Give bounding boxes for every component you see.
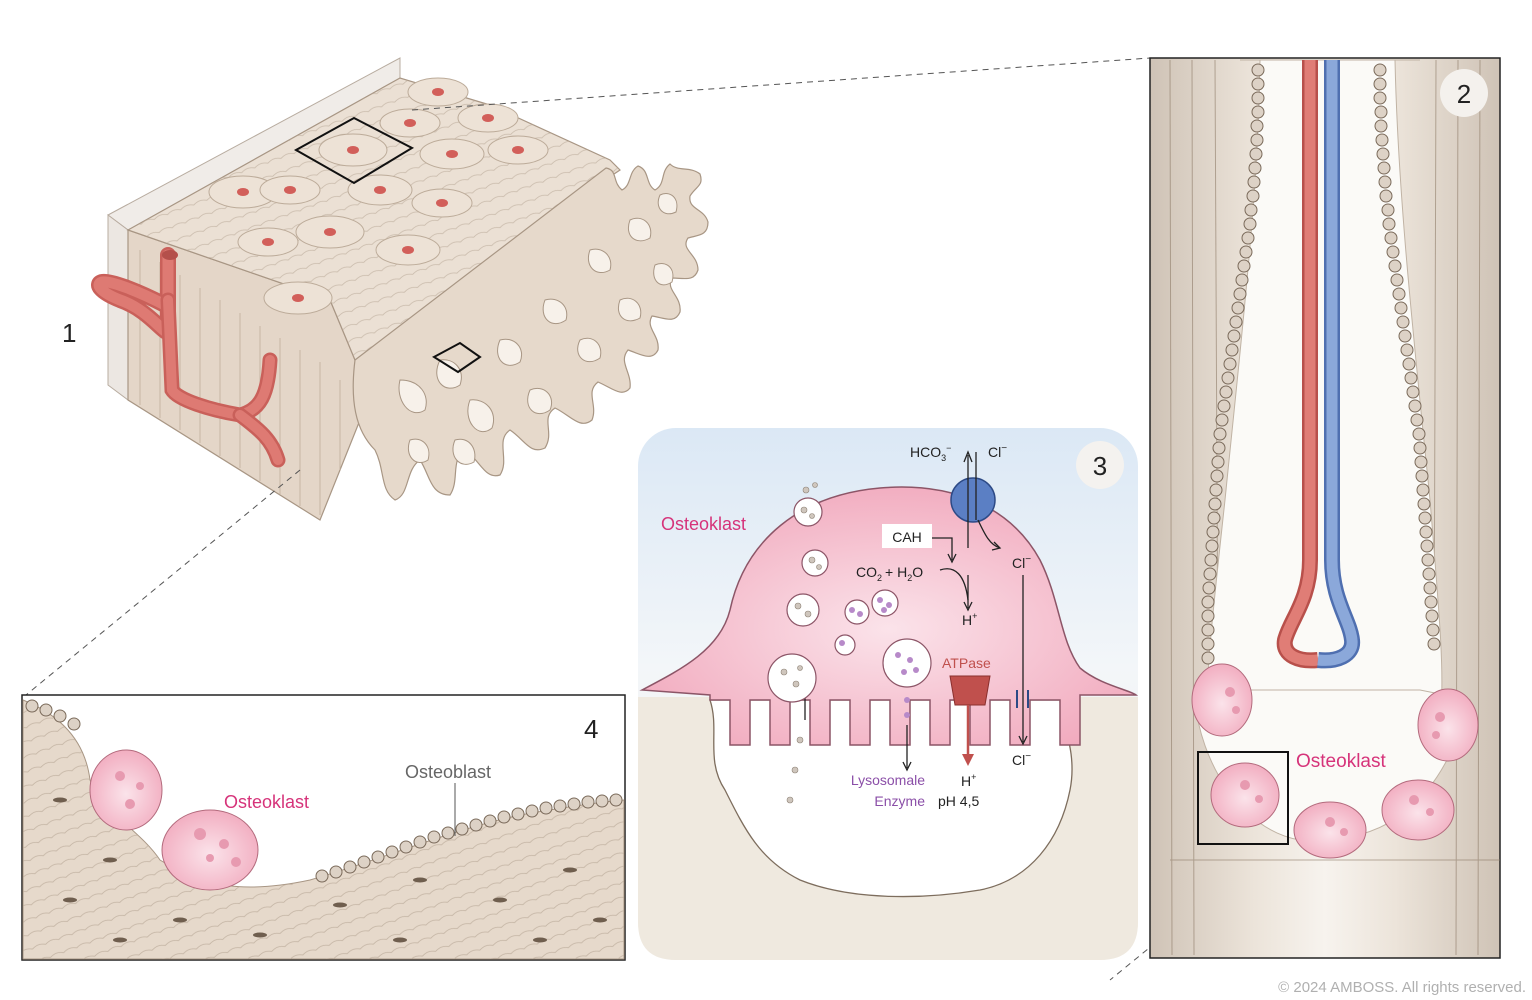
- panel-number-2-badge: [1440, 69, 1488, 117]
- osteoblasts-panel-4: [25, 699, 623, 883]
- copyright-notice: © 2024 AMBOSS. All rights reserved.: [1278, 979, 1526, 996]
- proton-mid-label: H+: [962, 611, 977, 628]
- chloride-right-label: Cl−: [1012, 554, 1031, 571]
- panel-2-osteoclasts: [1191, 663, 1479, 859]
- zoom-box-osteoclast: [1197, 751, 1289, 845]
- resorption-lacuna: [709, 699, 1073, 898]
- panel-number-4: 4: [584, 714, 598, 744]
- osteocytes: [53, 797, 607, 943]
- panel-4-osteoclast-label: Osteoklast: [224, 792, 309, 812]
- chloride-channel: [1016, 690, 1029, 708]
- blood-vessel: [91, 247, 286, 468]
- chloride-bottom-label: Cl−: [1012, 751, 1031, 768]
- osteons: [208, 77, 549, 315]
- panel-1-bone-block: 1: [62, 57, 709, 521]
- proton-bottom-label: H+: [961, 772, 976, 789]
- panel-2-bone-lines: [1169, 59, 1500, 956]
- lysosomal-label-line1: Lysosomale: [851, 772, 925, 788]
- osteoblast-lining-right: [1373, 63, 1441, 651]
- panel-number-1: 1: [62, 318, 76, 348]
- bone-fragments: [780, 482, 822, 804]
- atpase-pump: [949, 675, 991, 706]
- spongy-bone: [352, 163, 709, 501]
- panel-3-osteoclast-label: Osteoklast: [661, 514, 746, 534]
- osteoblast-lining-left: [1201, 63, 1265, 665]
- panel-number-3: 3: [1093, 451, 1107, 481]
- panel-4-osteoclasts: [89, 749, 259, 891]
- panel-3-osteoclast-mechanism: Osteoklast HCO3− Cl− CAH CO2 + H2O H+ ATP…: [638, 428, 1139, 960]
- osteoclast-cell: [639, 486, 1139, 746]
- panel-2-cutting-cone: 2 Osteoklast: [1149, 57, 1501, 959]
- chloride-top-label: Cl−: [988, 443, 1007, 460]
- enzyme-granules: [839, 597, 919, 718]
- panel-4-remodeling-surface: Osteoblast Osteoklast 4: [21, 694, 626, 961]
- atpase-label: ATPase: [942, 655, 991, 671]
- transcytosis-vesicles: [767, 497, 932, 703]
- zoom-box-spongy: [432, 341, 482, 374]
- co2-h2o-label: CO2 + H2O: [856, 564, 923, 583]
- ion-arrows: [804, 450, 1028, 772]
- lysosomal-label-line2: Enzyme: [874, 793, 925, 809]
- spongy-pores: [398, 193, 678, 465]
- hco3-label: HCO3−: [910, 443, 951, 463]
- panel-number-2: 2: [1457, 79, 1471, 109]
- ph-label: pH 4,5: [938, 793, 979, 809]
- zoom-box-osteon: [293, 116, 415, 185]
- cah-box: [882, 524, 932, 548]
- bicarbonate-chloride-exchanger: [950, 477, 996, 523]
- capillary-loop: [1276, 60, 1361, 669]
- panel-number-3-badge: [1076, 441, 1124, 489]
- osteoblast-label: Osteoblast: [405, 762, 491, 782]
- cah-label: CAH: [892, 529, 922, 545]
- panel-2-osteoclast-label: Osteoklast: [1296, 751, 1386, 772]
